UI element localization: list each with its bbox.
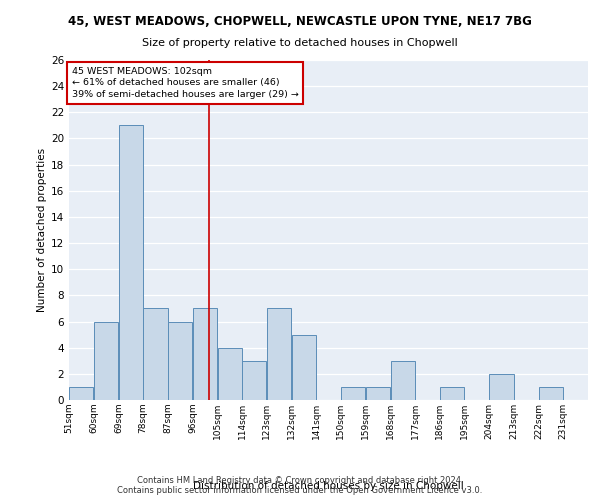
Bar [242,361,266,400]
Bar [539,387,563,400]
Text: Size of property relative to detached houses in Chopwell: Size of property relative to detached ho… [142,38,458,48]
Bar [193,308,217,400]
Bar [292,334,316,400]
Bar [341,387,365,400]
Bar [119,126,143,400]
X-axis label: Distribution of detached houses by size in Chopwell: Distribution of detached houses by size … [193,481,464,491]
Bar [440,387,464,400]
Text: Contains HM Land Registry data © Crown copyright and database right 2024.
Contai: Contains HM Land Registry data © Crown c… [118,476,482,495]
Bar [69,387,94,400]
Bar [366,387,390,400]
Text: 45, WEST MEADOWS, CHOPWELL, NEWCASTLE UPON TYNE, NE17 7BG: 45, WEST MEADOWS, CHOPWELL, NEWCASTLE UP… [68,15,532,28]
Bar [391,361,415,400]
Text: 45 WEST MEADOWS: 102sqm
← 61% of detached houses are smaller (46)
39% of semi-de: 45 WEST MEADOWS: 102sqm ← 61% of detache… [72,66,299,99]
Bar [490,374,514,400]
Bar [94,322,118,400]
Bar [143,308,167,400]
Bar [168,322,193,400]
Y-axis label: Number of detached properties: Number of detached properties [37,148,47,312]
Bar [218,348,242,400]
Bar [267,308,291,400]
